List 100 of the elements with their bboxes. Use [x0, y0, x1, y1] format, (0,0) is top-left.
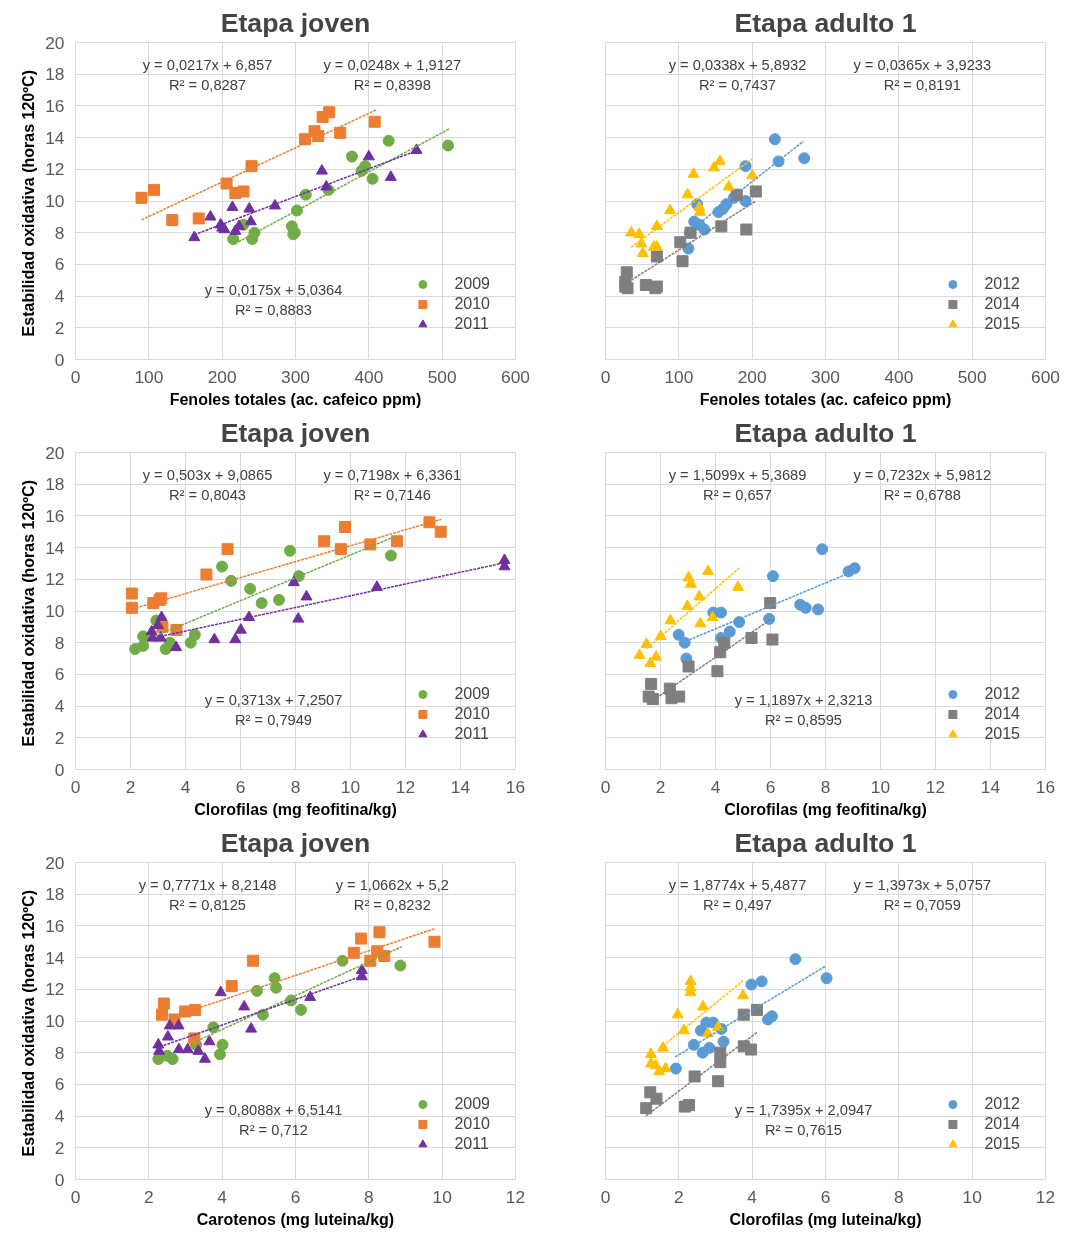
y-tick-label: 8 — [54, 222, 65, 243]
annotation: y = 0,503x + 9,0865 — [142, 466, 273, 483]
annotation: y = 1,3973x + 5,0757 — [853, 876, 992, 893]
annotation: R² = 0,7146 — [353, 487, 431, 504]
y-tick-label: 12 — [45, 159, 65, 180]
x-tick-label: 14 — [980, 776, 1001, 797]
x-tick-label: 6 — [765, 776, 776, 797]
y-tick-label: 18 — [45, 884, 65, 905]
x-tick-label: 12 — [925, 776, 946, 797]
x-tick-label: 6 — [235, 776, 246, 797]
y-tick-label: 4 — [54, 286, 65, 307]
x-tick-label: 100 — [664, 366, 694, 387]
x-tick-label: 0 — [70, 366, 81, 387]
legend-label: 2015 — [984, 1135, 1020, 1153]
legend-label: 2009 — [454, 275, 490, 293]
x-tick-label: 8 — [364, 1186, 374, 1207]
annotation: R² = 0,8043 — [169, 487, 246, 504]
y-tick-label: 14 — [45, 537, 65, 558]
annotation: R² = 0,8232 — [353, 897, 431, 914]
annotation: y = 1,1897x + 2,3213 — [734, 691, 873, 708]
legend-label: 2014 — [984, 705, 1020, 723]
annotation: R² = 0,7437 — [699, 77, 776, 94]
x-tick-label: 10 — [870, 776, 891, 797]
annotation: R² = 0,8125 — [169, 897, 246, 914]
y-tick-label: 20 — [45, 32, 65, 53]
legend-label: 2014 — [984, 295, 1020, 313]
annotation: R² = 0,657 — [703, 487, 772, 504]
annotation: R² = 0,7059 — [883, 897, 961, 914]
y-tick-label: 12 — [45, 569, 65, 590]
y-tick-label: 0 — [54, 1169, 65, 1190]
x-tick-label: 12 — [1035, 1186, 1056, 1207]
y-tick-label: 6 — [54, 1074, 65, 1095]
annotation: y = 0,0175x + 5,0364 — [204, 281, 343, 298]
legend-label: 2012 — [984, 275, 1020, 293]
chart-title: Etapa joven — [220, 827, 371, 858]
y-tick-label: 10 — [45, 1011, 65, 1031]
legend-label: 2009 — [454, 1095, 490, 1113]
x-tick-label: 4 — [710, 776, 721, 797]
x-tick-label: 10 — [432, 1186, 452, 1207]
x-tick-label: 2 — [144, 1186, 154, 1207]
x-tick-label: 16 — [505, 776, 526, 797]
x-tick-label: 0 — [600, 366, 611, 387]
annotation: R² = 0,8287 — [169, 77, 246, 94]
annotation: y = 0,0217x + 6,857 — [142, 56, 273, 73]
y-tick-label: 6 — [54, 664, 65, 685]
y-tick-label: 2 — [54, 1137, 65, 1158]
annotation: R² = 0,7949 — [235, 712, 312, 729]
x-tick-label: 0 — [70, 1186, 81, 1207]
annotation: R² = 0,8595 — [765, 712, 842, 729]
annotation: y = 1,7395x + 2,0947 — [734, 1101, 873, 1118]
legend-label: 2011 — [454, 725, 489, 743]
x-tick-label: 2 — [674, 1186, 684, 1207]
x-tick-label: 0 — [600, 776, 611, 797]
y-tick-label: 8 — [54, 632, 65, 653]
x-tick-label: 600 — [1031, 366, 1060, 387]
x-tick-label: 400 — [354, 366, 384, 387]
legend-label: 2010 — [454, 705, 490, 723]
annotation: R² = 0,7615 — [765, 1122, 842, 1139]
y-tick-label: 14 — [45, 947, 65, 968]
x-axis-title: Clorofilas (mg luteina/kg) — [729, 1210, 922, 1228]
y-tick-label: 10 — [45, 601, 65, 621]
x-tick-label: 4 — [747, 1186, 758, 1207]
y-tick-label: 10 — [45, 191, 65, 211]
y-tick-label: 2 — [54, 317, 65, 338]
legend-label: 2011 — [454, 1135, 489, 1153]
legend-label: 2014 — [984, 1115, 1020, 1133]
y-tick-label: 14 — [45, 127, 65, 148]
annotation: R² = 0,497 — [703, 897, 772, 914]
y-tick-label: 16 — [45, 915, 65, 936]
legend-label: 2011 — [454, 315, 489, 333]
annotation: y = 0,0338x + 5,8932 — [668, 56, 807, 73]
y-tick-label: 8 — [54, 1042, 65, 1063]
y-tick-label: 20 — [45, 442, 65, 463]
annotation: y = 0,0365x + 3,9233 — [853, 56, 992, 73]
y-tick-label: 4 — [54, 696, 65, 717]
x-tick-label: 16 — [1035, 776, 1056, 797]
x-tick-label: 8 — [290, 776, 301, 797]
x-axis-title: Clorofilas (mg feofitina/kg) — [194, 800, 397, 818]
x-tick-label: 500 — [957, 366, 987, 387]
x-tick-label: 100 — [134, 366, 164, 387]
annotation: y = 1,5099x + 5,3689 — [668, 466, 807, 483]
x-tick-label: 8 — [894, 1186, 904, 1207]
chart-title: Etapa adulto 1 — [734, 417, 917, 448]
legend-label: 2012 — [984, 685, 1020, 703]
x-tick-label: 4 — [217, 1186, 228, 1207]
annotation: y = 0,7771x + 8,2148 — [138, 876, 277, 893]
annotation: R² = 0,6788 — [883, 487, 961, 504]
annotation: y = 0,7232x + 5,9812 — [853, 466, 992, 483]
x-tick-label: 200 — [737, 366, 767, 387]
chart-title: Etapa joven — [220, 417, 371, 448]
x-tick-label: 10 — [340, 776, 361, 797]
annotation: R² = 0,8191 — [883, 77, 961, 94]
x-tick-label: 6 — [290, 1186, 301, 1207]
annotation: y = 0,8088x + 6,5141 — [204, 1101, 343, 1118]
y-tick-label: 12 — [45, 979, 65, 1000]
legend-label: 2010 — [454, 295, 490, 313]
x-tick-label: 600 — [501, 366, 530, 387]
y-tick-label: 18 — [45, 64, 65, 85]
legend-label: 2015 — [984, 315, 1020, 333]
legend-label: 2015 — [984, 725, 1020, 743]
